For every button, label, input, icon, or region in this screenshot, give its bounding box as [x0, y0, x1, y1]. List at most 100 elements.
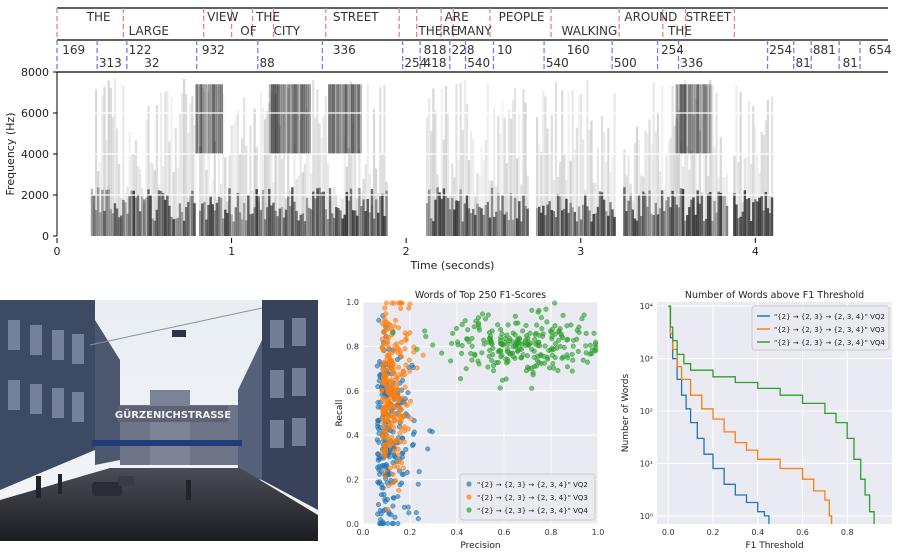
- scatter-point: [396, 300, 402, 306]
- scatter-y-tick: 0.0: [346, 520, 359, 529]
- scatter-point: [407, 368, 413, 374]
- scatter-point: [420, 352, 426, 358]
- scatter-point: [387, 419, 393, 425]
- scatter-x-tick: 0.0: [357, 528, 370, 537]
- scatter-point: [457, 376, 464, 382]
- scatter-point: [485, 364, 491, 370]
- scatter-legend-marker: [466, 507, 472, 513]
- scatter-point: [532, 332, 538, 338]
- scatter-point: [495, 359, 501, 366]
- curve-legend-box: [751, 305, 890, 351]
- scatter-point: [422, 328, 428, 334]
- scatter-point: [538, 315, 545, 321]
- code-label: 169: [62, 43, 85, 57]
- scatter-chart: 0.0 0.2 0.4 0.6 0.8 1.0 0.0 0.2 0.4 0.6 0.8 1.0 Word…: [335, 290, 604, 551]
- scatter-point: [427, 428, 433, 434]
- x-tick-label: 3: [577, 245, 584, 258]
- scatter-legend-box: [459, 473, 596, 521]
- scatter-point: [472, 351, 478, 357]
- x-axis-label: Time (seconds): [410, 259, 495, 272]
- scatter-point: [408, 416, 414, 422]
- scatter-point: [399, 471, 405, 477]
- scatter-point: [505, 322, 511, 328]
- scatter-point: [395, 325, 402, 331]
- scatter-point: [561, 344, 567, 351]
- scatter-point: [498, 327, 504, 333]
- scatter-point: [385, 325, 391, 331]
- code-label: 818: [424, 43, 447, 57]
- scatter-point: [384, 404, 390, 410]
- scatter-point: [382, 498, 388, 505]
- curve-legend-label: "{2} → {2, 3} → {2, 3, 4}" VQ2: [774, 313, 885, 321]
- scatter-point: [391, 448, 397, 454]
- scatter-point: [479, 350, 485, 356]
- scatter-point: [507, 336, 513, 342]
- scatter-point: [414, 365, 420, 371]
- scatter-point: [512, 344, 518, 350]
- scatter-point: [389, 300, 395, 306]
- scatter-point: [386, 378, 392, 384]
- scatter-point: [569, 351, 575, 357]
- scatter-point: [389, 521, 395, 527]
- scatter-point: [482, 316, 489, 322]
- scatter-point: [388, 401, 394, 407]
- word-label: STREET: [333, 10, 379, 24]
- scatter-point: [382, 305, 388, 311]
- scatter-point: [402, 346, 408, 352]
- scatter-point: [485, 312, 491, 318]
- scatter-point: [487, 347, 493, 353]
- scatter-point: [583, 343, 589, 349]
- street-photo-drawing: GÜRZENICHSTRASSE: [0, 300, 318, 541]
- word-label: PEOPLE: [499, 10, 545, 24]
- scatter-point: [398, 305, 404, 312]
- word-label: STREET: [685, 10, 731, 24]
- scatter-point: [394, 380, 400, 386]
- scatter-point: [549, 352, 556, 358]
- scatter-point: [473, 318, 479, 324]
- scatter-point: [375, 479, 381, 485]
- scatter-point: [469, 357, 475, 363]
- curve-x-tick: 0.0: [662, 528, 675, 537]
- code-label: 540: [546, 56, 569, 70]
- scatter-point: [546, 347, 552, 353]
- y-tick-label: 8000: [21, 66, 49, 79]
- scatter-point: [385, 414, 391, 420]
- code-label: 881: [813, 43, 836, 57]
- scatter-point: [400, 368, 406, 374]
- word-label: ARE: [445, 10, 469, 24]
- scatter-point: [489, 328, 495, 334]
- scatter-point: [552, 300, 558, 306]
- scatter-point: [564, 337, 570, 343]
- code-label: 254: [769, 43, 792, 57]
- scatter-point: [469, 343, 475, 349]
- code-label: 228: [452, 43, 475, 57]
- scatter-point: [385, 521, 391, 527]
- scatter-point: [390, 330, 396, 336]
- scatter-series-3: [390, 300, 599, 391]
- scatter-point: [466, 339, 472, 345]
- scatter-point: [529, 307, 535, 313]
- scatter-point: [379, 345, 385, 351]
- scatter-point: [560, 354, 566, 360]
- code-label: 313: [99, 56, 122, 70]
- scatter-point: [381, 329, 387, 335]
- scatter-point: [515, 337, 521, 344]
- code-label: 932: [202, 43, 225, 57]
- scatter-point: [469, 335, 475, 341]
- scatter-point: [476, 327, 482, 333]
- scatter-point: [481, 341, 487, 347]
- scatter-point: [587, 342, 593, 348]
- scatter-point: [520, 328, 526, 334]
- scatter-x-tick: 0.4: [451, 528, 464, 537]
- scatter-point: [499, 352, 505, 358]
- scatter-point: [475, 322, 481, 328]
- scatter-point: [391, 323, 397, 329]
- scatter-point: [513, 320, 519, 326]
- code-label: 88: [260, 56, 275, 70]
- curve-x-tick: 0.6: [796, 528, 809, 537]
- scatter-point: [401, 504, 407, 510]
- scatter-point: [529, 365, 535, 371]
- scatter-point: [552, 323, 558, 329]
- scatter-point: [518, 355, 525, 361]
- scatter-point: [570, 343, 576, 349]
